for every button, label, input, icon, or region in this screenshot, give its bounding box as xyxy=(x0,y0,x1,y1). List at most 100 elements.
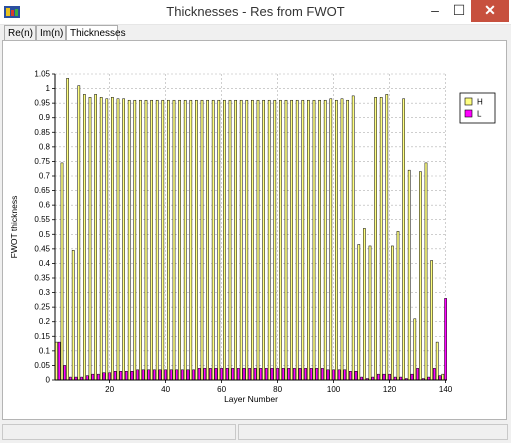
title-bar[interactable]: Thicknesses - Res from FWOT – ☐ ✕ xyxy=(0,0,511,25)
x-tick-label: 100 xyxy=(327,385,341,394)
bar-l xyxy=(158,369,162,381)
bar-l xyxy=(309,368,313,381)
bar-h xyxy=(251,99,254,381)
bar-h xyxy=(284,99,288,381)
bar-h xyxy=(407,169,411,381)
bar-h xyxy=(301,99,305,381)
minimize-button[interactable]: – xyxy=(431,2,439,18)
bar-h xyxy=(71,250,75,381)
bar-h xyxy=(379,97,383,381)
bar-h xyxy=(273,99,277,381)
bar-h xyxy=(161,99,165,381)
bar-h xyxy=(139,99,142,381)
bar-h xyxy=(228,99,232,381)
bar-h xyxy=(290,99,293,381)
y-tick-label: 0.55 xyxy=(34,215,50,224)
bar-l xyxy=(125,371,128,381)
bar-l xyxy=(63,365,67,381)
bar-l xyxy=(102,372,106,381)
bar-h xyxy=(363,228,366,381)
x-tick-label: 60 xyxy=(217,385,226,394)
y-tick-label: 0.4 xyxy=(39,259,51,268)
maximize-button[interactable]: ☐ xyxy=(452,2,466,18)
bar-h xyxy=(391,245,394,381)
bar-h xyxy=(116,98,120,381)
x-tick-label: 120 xyxy=(383,385,397,394)
bar-l xyxy=(197,368,201,381)
y-tick-label: 0.7 xyxy=(39,172,51,181)
bar-l xyxy=(220,368,223,381)
y-tick-label: 0.1 xyxy=(39,346,51,355)
bar-l xyxy=(186,369,190,381)
bar-h xyxy=(441,373,445,381)
bar-h xyxy=(88,97,92,381)
bar-h xyxy=(211,99,215,381)
bar-l xyxy=(108,372,111,381)
bar-h xyxy=(127,99,131,381)
bar-l xyxy=(85,375,89,381)
close-button[interactable]: ✕ xyxy=(471,0,509,22)
bar-h xyxy=(172,99,176,381)
bar-l xyxy=(225,368,229,381)
bar-h xyxy=(262,99,265,381)
bar-h xyxy=(267,99,271,381)
bar-l xyxy=(164,369,167,381)
x-tick-label: 80 xyxy=(273,385,282,394)
y-tick-label: 0.8 xyxy=(39,142,51,151)
bar-l xyxy=(57,341,61,381)
bar-l xyxy=(175,369,179,381)
y-tick-label: 0.15 xyxy=(34,332,50,341)
bar-h xyxy=(189,99,193,381)
bar-h xyxy=(374,97,377,381)
status-pane-left xyxy=(2,424,236,440)
bar-l xyxy=(237,368,240,381)
bar-h xyxy=(346,99,349,381)
bar-h xyxy=(351,95,355,381)
bar-h xyxy=(167,99,170,381)
bar-l xyxy=(410,373,414,381)
bar-l xyxy=(97,373,100,381)
bar-l xyxy=(354,371,358,381)
bar-h xyxy=(200,99,204,381)
thickness-chart: 0 0.05 0.1 0.15 0.2 0.25 0.3 0.35 0.4 0.45 0.5 0.55… xyxy=(9,70,496,404)
bar-h xyxy=(66,78,69,381)
bar-l xyxy=(337,369,341,381)
tab-re-n[interactable]: Re(n) xyxy=(4,25,36,40)
bar-l xyxy=(326,369,330,381)
bar-l xyxy=(119,371,123,381)
bar-h xyxy=(430,260,433,381)
bar-h xyxy=(155,99,159,381)
bar-h xyxy=(368,245,372,381)
bar-l xyxy=(91,373,95,381)
bar-l xyxy=(259,368,263,381)
bar-h xyxy=(402,98,405,381)
bar-l xyxy=(377,373,380,381)
bar-h xyxy=(206,99,209,381)
bar-h xyxy=(133,99,137,381)
bar-h xyxy=(385,94,389,381)
y-tick-label: 0.9 xyxy=(39,113,51,122)
bar-l xyxy=(265,368,268,381)
bar-h xyxy=(256,99,260,381)
y-tick-label: 0.3 xyxy=(39,288,51,297)
bar-l xyxy=(433,368,436,381)
bar-h xyxy=(105,98,109,381)
tab-thicknesses[interactable]: Thicknesses xyxy=(66,25,126,41)
x-tick-label: 40 xyxy=(161,385,170,394)
bar-l xyxy=(315,368,319,381)
bar-h xyxy=(223,99,226,381)
bar-h xyxy=(183,99,187,381)
bar-h xyxy=(55,341,58,381)
bar-h xyxy=(335,99,338,381)
bar-l xyxy=(444,298,447,381)
y-tick-label: 0.95 xyxy=(34,99,50,108)
y-tick-label: 1 xyxy=(46,84,51,93)
bar-h xyxy=(340,98,344,381)
bar-l xyxy=(321,368,324,381)
tab-im-n[interactable]: Im(n) xyxy=(36,25,66,40)
bar-h xyxy=(323,99,327,381)
bar-h xyxy=(307,99,310,381)
bar-l xyxy=(214,368,218,381)
bar-l xyxy=(242,368,246,381)
